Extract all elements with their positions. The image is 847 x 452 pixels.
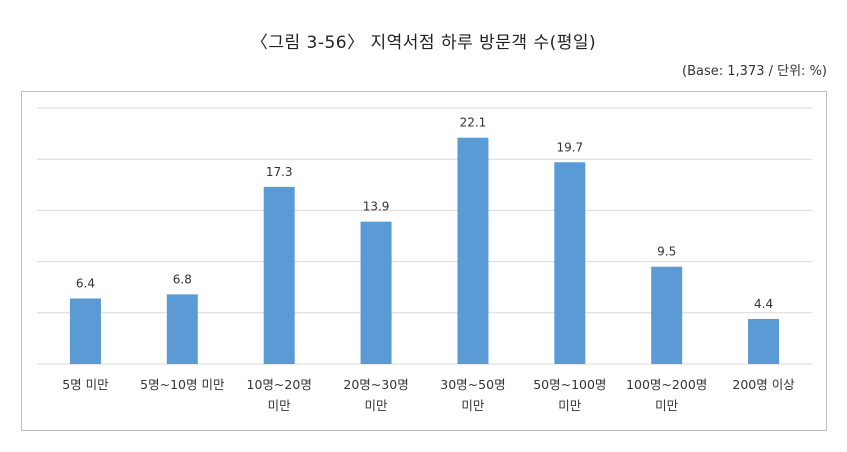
bar — [360, 221, 392, 364]
bar — [748, 318, 780, 364]
base-note: (Base: 1,373 / 단위: %) — [682, 64, 827, 79]
category-label: 미만 — [365, 398, 389, 413]
bar — [263, 186, 295, 364]
category-label: 50명~100명 — [533, 377, 606, 392]
chart-title: 〈그림 3-56〉 지역서점 하루 방문객 수(평일) — [250, 33, 597, 53]
data-label: 13.9 — [363, 200, 390, 214]
category-label: 5명~10명 미만 — [140, 377, 225, 392]
data-label: 17.3 — [266, 165, 293, 179]
chart-frame — [21, 91, 827, 431]
category-label: 10명~20명 — [247, 377, 312, 392]
category-label: 100명~200명 — [626, 377, 707, 392]
bar — [166, 294, 198, 364]
data-label: 6.4 — [76, 276, 95, 290]
bar — [554, 162, 586, 364]
category-label: 30명~50명 — [440, 377, 505, 392]
category-label: 5명 미만 — [62, 377, 109, 392]
category-label: 미만 — [268, 398, 292, 413]
data-label: 22.1 — [460, 116, 487, 130]
bar — [651, 266, 683, 364]
category-label: 200명 이상 — [732, 377, 795, 392]
bar — [457, 137, 489, 364]
data-label: 6.8 — [173, 272, 192, 286]
bar — [69, 298, 101, 364]
category-label: 20명~30명 — [343, 377, 408, 392]
data-label: 4.4 — [754, 297, 773, 311]
category-label: 미만 — [558, 398, 582, 413]
data-label: 9.5 — [657, 245, 676, 259]
data-label: 19.7 — [556, 140, 583, 154]
category-label: 미만 — [655, 398, 679, 413]
category-label: 미만 — [461, 398, 485, 413]
